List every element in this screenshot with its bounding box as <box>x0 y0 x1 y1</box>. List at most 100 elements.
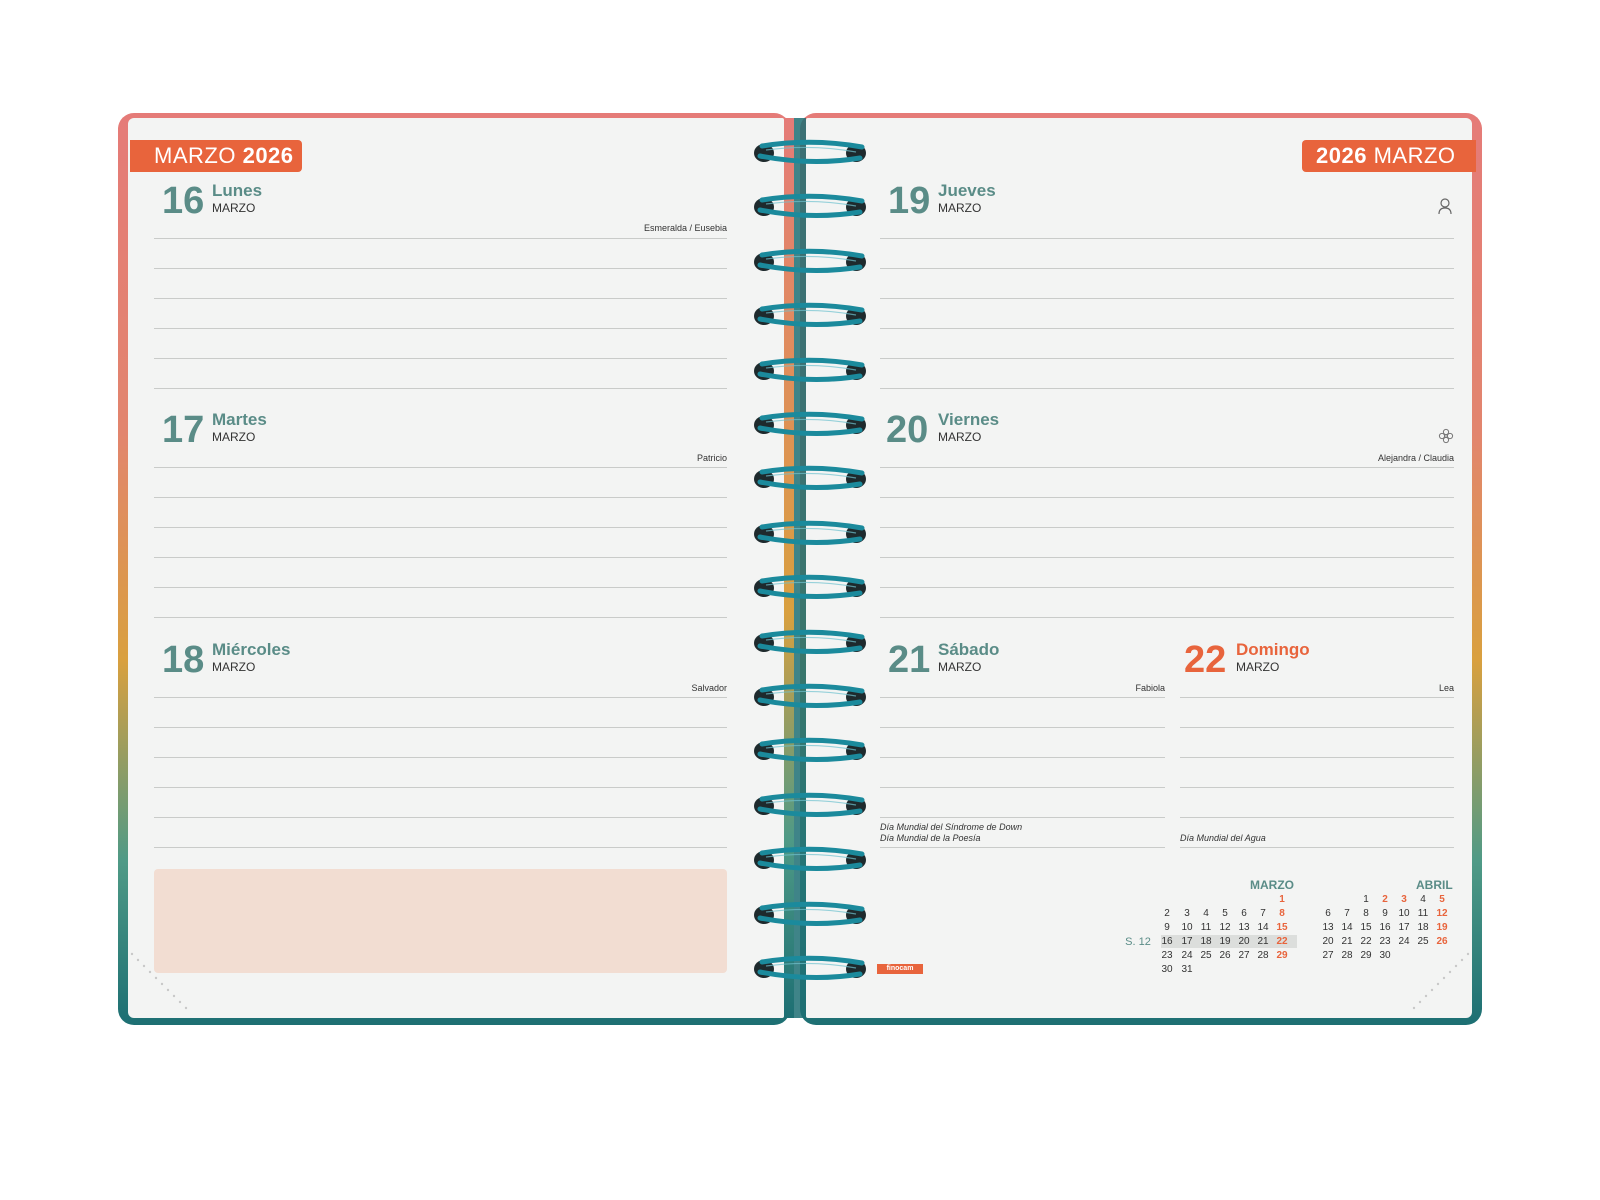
day-number: 16 <box>162 180 205 222</box>
tab-year: 2026 <box>242 143 294 168</box>
mini-calendar-day: 30 <box>1161 964 1173 975</box>
mini-calendar-day: 7 <box>1344 908 1350 919</box>
mini-calendar-day: 13 <box>1322 922 1334 933</box>
day-number: 19 <box>888 180 931 222</box>
mini-calendar-day: 21 <box>1341 936 1353 947</box>
saint-name: Lea <box>1438 683 1454 693</box>
mini-calendar-day: 28 <box>1341 950 1353 961</box>
spiral-ring <box>754 248 866 273</box>
mini-calendar-day: 2 <box>1382 894 1388 905</box>
mini-calendar-day: 11 <box>1200 922 1212 933</box>
spiral-ring <box>754 629 866 654</box>
spiral-ring <box>754 846 866 872</box>
day-number: 17 <box>162 409 205 451</box>
corner-pattern <box>1412 952 1470 1010</box>
mini-calendar-day: 15 <box>1360 922 1372 933</box>
father-figure-icon <box>1438 198 1452 215</box>
spiral-ring <box>754 574 866 600</box>
mini-calendar-day: 10 <box>1398 908 1410 919</box>
tab-month: MARZO <box>1373 143 1456 168</box>
day-block-22: 22 Domingo MARZO <box>1184 640 1464 680</box>
ruled-line <box>880 527 1454 528</box>
day-block-19: 19 Jueves MARZO <box>888 181 1468 221</box>
mini-calendar-day: 18 <box>1417 922 1429 933</box>
mini-calendar-day: 28 <box>1257 950 1269 961</box>
spiral-ring <box>754 466 866 491</box>
day-month: MARZO <box>938 201 982 215</box>
day-month: MARZO <box>938 660 982 674</box>
spiral-ring <box>754 357 866 382</box>
ruled-line <box>880 557 1454 558</box>
event-text: Día Mundial de la Poesía <box>880 833 981 843</box>
mini-calendar-day: 5 <box>1439 894 1445 905</box>
mini-calendar-title: ABRIL <box>1416 878 1453 892</box>
mini-calendar-day: 1 <box>1363 894 1369 905</box>
corner-pattern <box>130 952 188 1010</box>
mini-calendar-day: 8 <box>1279 908 1285 919</box>
ruled-line <box>154 757 727 758</box>
day-month: MARZO <box>938 430 982 444</box>
ruled-line <box>1180 787 1454 788</box>
mini-calendar-day: 5 <box>1222 908 1228 919</box>
mini-calendar-day: 3 <box>1184 908 1190 919</box>
saint-name: Esmeralda / Eusebia <box>643 223 727 233</box>
mini-calendar-day: 18 <box>1200 936 1212 947</box>
ruled-line <box>154 787 727 788</box>
mini-calendar-day: 2 <box>1164 908 1170 919</box>
mini-calendar-day: 4 <box>1203 908 1209 919</box>
mini-calendar-day: 22 <box>1360 936 1372 947</box>
mini-calendar-day: 16 <box>1161 936 1173 947</box>
day-number: 22 <box>1184 639 1227 681</box>
saint-name: Fabiola <box>1135 683 1165 693</box>
mini-calendar-day: 12 <box>1436 908 1448 919</box>
mini-calendar-day: 6 <box>1325 908 1331 919</box>
mini-calendar-day: 21 <box>1257 936 1269 947</box>
ruled-line <box>880 727 1165 728</box>
mini-calendar-day: 16 <box>1379 922 1391 933</box>
day-name: Domingo <box>1236 640 1310 659</box>
notes-box <box>154 869 727 973</box>
day-name: Lunes <box>212 181 263 200</box>
mini-calendar-day: 29 <box>1360 950 1372 961</box>
ruled-line <box>880 388 1454 389</box>
mini-calendar-day: 14 <box>1257 922 1269 933</box>
mini-calendar-day: 25 <box>1417 936 1429 947</box>
day-block-20: 20 Viernes MARZO <box>886 410 1466 450</box>
mini-calendar-day: 27 <box>1322 950 1334 961</box>
ruled-line <box>154 328 727 329</box>
ruled-line <box>154 358 727 359</box>
mini-calendar-day: 8 <box>1363 908 1369 919</box>
mini-calendar-day: 25 <box>1200 950 1212 961</box>
mini-calendar-day: 26 <box>1436 936 1448 947</box>
ruled-line <box>154 727 727 728</box>
ruled-line <box>154 617 727 618</box>
ruled-line <box>880 697 1165 698</box>
saint-name: Patricio <box>696 453 727 463</box>
mini-calendar-day: 11 <box>1417 908 1429 919</box>
day-number: 21 <box>888 639 931 681</box>
mini-calendar-day: 31 <box>1181 964 1193 975</box>
ruled-line <box>880 328 1454 329</box>
mini-calendar-day: 17 <box>1398 922 1410 933</box>
ruled-line <box>880 787 1165 788</box>
ruled-line <box>880 817 1165 818</box>
mini-calendar-day: 20 <box>1238 936 1250 947</box>
day-name: Miércoles <box>212 640 291 659</box>
mini-calendar-day: 12 <box>1219 922 1231 933</box>
ruled-line <box>154 268 727 269</box>
spiral-ring <box>754 738 866 763</box>
ruled-line <box>154 527 727 528</box>
mini-calendar-day: 3 <box>1401 894 1407 905</box>
mini-calendar-day: 9 <box>1382 908 1388 919</box>
week-label: S. 12 <box>1125 936 1151 948</box>
day-name: Sábado <box>938 640 1000 659</box>
day-name: Jueves <box>938 181 996 200</box>
flower-icon <box>1438 428 1454 444</box>
mini-calendar-day: 4 <box>1420 894 1426 905</box>
ruled-line <box>154 817 727 818</box>
mini-calendar-day: 22 <box>1276 936 1288 947</box>
day-month: MARZO <box>212 430 256 444</box>
spiral-ring <box>754 955 866 981</box>
mini-calendar-day: 13 <box>1238 922 1250 933</box>
ruled-line <box>880 238 1454 239</box>
